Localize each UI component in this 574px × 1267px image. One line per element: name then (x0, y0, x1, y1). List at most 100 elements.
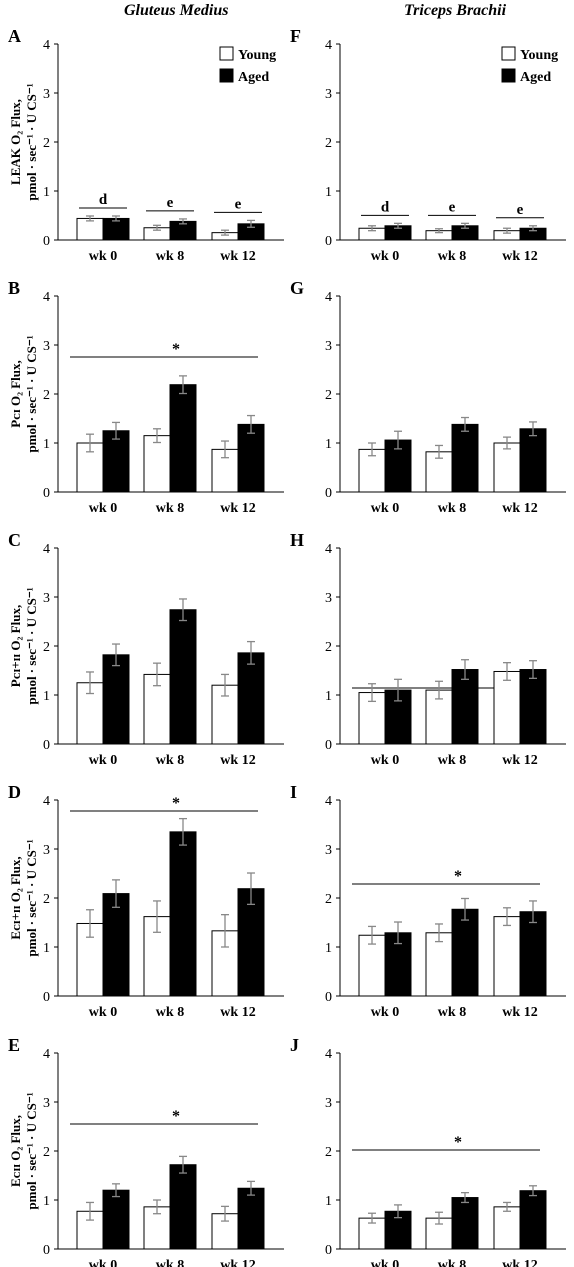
bar-young-g (493, 442, 521, 493)
bar-aged-i (451, 908, 479, 997)
bar-young-h (493, 670, 521, 745)
y-tick-label-a: 1 (43, 185, 50, 200)
panel-label-a: A (8, 26, 21, 46)
x-tick-label-a: wk 0 (89, 249, 117, 264)
x-tick-label-c: wk 8 (156, 753, 184, 768)
y-tick-label-c: 4 (43, 542, 50, 557)
bar-aged-d (237, 888, 265, 997)
x-tick-label-d: wk 0 (89, 1005, 117, 1020)
bar-aged-e (237, 1187, 265, 1250)
panel-j: J 0 1 2 3 4 wk 0 wk 8 wk 12 * (290, 1035, 566, 1267)
x-tick-label-c: wk 12 (220, 753, 255, 768)
y-tick-label-d: 2 (43, 892, 50, 907)
annotation-letter-f: d (381, 199, 390, 215)
bar-aged-g (451, 423, 479, 493)
y-tick-label-e: 4 (43, 1047, 50, 1062)
significance-star-d: * (172, 795, 180, 812)
y-tick-label-g: 2 (325, 388, 332, 403)
y-tick-label-h: 1 (325, 689, 332, 704)
panel-e: E 0 1 2 3 4 wk 0 wk 8 wk 12 * (8, 1035, 284, 1267)
bar-aged-j (519, 1190, 547, 1250)
panel-label-d: D (8, 782, 21, 802)
x-tick-label-j: wk 0 (371, 1258, 399, 1267)
bar-aged-i (519, 911, 547, 997)
bar-aged-b (237, 423, 265, 493)
x-tick-label-f: wk 12 (502, 249, 537, 264)
x-tick-label-b: wk 0 (89, 501, 117, 516)
x-tick-label-j: wk 8 (438, 1258, 466, 1267)
bar-young-b (76, 442, 104, 493)
y-tick-label-j: 0 (325, 1243, 332, 1258)
y-tick-label-h: 3 (325, 591, 332, 606)
column-title-gluteus: Gluteus Medius (124, 2, 229, 19)
panel-a: A 0 1 2 3 4 wk 0 d wk 8 e wk 12 e Young Aged (8, 26, 284, 264)
panel-label-e: E (8, 1035, 20, 1055)
legend-swatch-aged-a (219, 68, 234, 83)
y-tick-label-a: 0 (43, 234, 50, 249)
panel-label-h: H (290, 530, 304, 550)
panel-label-b: B (8, 278, 20, 298)
y-tick-label-e: 3 (43, 1096, 50, 1111)
y-tick-label-j: 4 (325, 1047, 332, 1062)
bar-aged-g (519, 428, 547, 493)
panel-b: B 0 1 2 3 4 wk 0 wk 8 wk 12 * (8, 278, 284, 516)
x-tick-label-a: wk 12 (220, 249, 255, 264)
y-tick-label-b: 3 (43, 339, 50, 354)
legend-swatch-young-f (501, 46, 516, 61)
panel-label-j: J (290, 1035, 299, 1055)
x-tick-label-g: wk 0 (371, 501, 399, 516)
x-tick-label-g: wk 8 (438, 501, 466, 516)
annotation-letter-f: e (517, 202, 524, 218)
significance-star-e: * (172, 1108, 180, 1125)
y-tick-label-i: 3 (325, 843, 332, 858)
x-tick-label-e: wk 0 (89, 1258, 117, 1267)
bar-aged-d (102, 893, 130, 997)
y-tick-label-a: 2 (43, 136, 50, 151)
x-tick-label-b: wk 12 (220, 501, 255, 516)
x-tick-label-d: wk 8 (156, 1005, 184, 1020)
bar-young-b (143, 435, 171, 493)
panel-c: C 0 1 2 3 4 wk 0 wk 8 wk 12 (8, 530, 284, 768)
y-tick-label-e: 2 (43, 1145, 50, 1160)
x-tick-label-i: wk 0 (371, 1005, 399, 1020)
y-tick-label-f: 4 (325, 38, 332, 53)
bar-young-i (425, 932, 453, 997)
x-tick-label-h: wk 8 (438, 753, 466, 768)
y-tick-label-h: 4 (325, 542, 332, 557)
x-tick-label-i: wk 12 (502, 1005, 537, 1020)
x-tick-label-f: wk 8 (438, 249, 466, 264)
y-tick-label-e: 0 (43, 1243, 50, 1258)
y-tick-label-b: 2 (43, 388, 50, 403)
x-tick-label-h: wk 0 (371, 753, 399, 768)
bar-aged-b (169, 384, 197, 493)
y-tick-label-f: 3 (325, 87, 332, 102)
panel-i: I 0 1 2 3 4 wk 0 wk 8 wk 12 * (290, 782, 566, 1020)
y-tick-label-b: 1 (43, 437, 50, 452)
bar-aged-e (169, 1164, 197, 1250)
x-tick-label-a: wk 8 (156, 249, 184, 264)
x-tick-label-g: wk 12 (502, 501, 537, 516)
y-tick-label-i: 0 (325, 990, 332, 1005)
y-tick-label-a: 4 (43, 38, 50, 53)
legend-label-young-a: Young (238, 48, 276, 63)
bar-aged-a (102, 217, 130, 241)
x-tick-label-e: wk 8 (156, 1258, 184, 1267)
annotation-letter-a: e (235, 196, 242, 212)
panel-label-c: C (8, 530, 21, 550)
bar-aged-c (169, 609, 197, 745)
bar-young-i (493, 916, 521, 997)
bar-aged-h (451, 669, 479, 745)
x-tick-label-i: wk 8 (438, 1005, 466, 1020)
significance-star-j: * (454, 1134, 462, 1151)
x-tick-label-h: wk 12 (502, 753, 537, 768)
y-tick-label-g: 4 (325, 290, 332, 305)
panel-label-i: I (290, 782, 297, 802)
bar-aged-j (451, 1197, 479, 1250)
annotation-letter-a: e (167, 195, 174, 211)
panel-d: D 0 1 2 3 4 wk 0 wk 8 wk 12 * (8, 782, 284, 1020)
x-tick-label-f: wk 0 (371, 249, 399, 264)
y-tick-label-b: 0 (43, 486, 50, 501)
bar-young-a (76, 217, 104, 241)
y-tick-label-f: 2 (325, 136, 332, 151)
